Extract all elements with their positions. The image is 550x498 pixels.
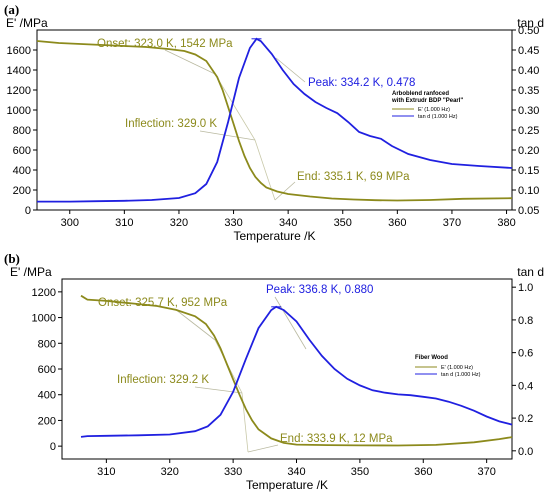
x-tick-label: 300 <box>61 217 79 229</box>
y-left-tick-label: 600 <box>38 364 56 376</box>
y-left-tick-label: 1400 <box>7 65 31 77</box>
y-left-tick-label: 800 <box>13 125 31 137</box>
chart-svg-b: (b)E' /MPa tan d Temperature /K 310 320 330 34… <box>4 251 544 492</box>
y-right-tick-label: 0.6 <box>518 348 533 360</box>
y-right-tick-label: 0.15 <box>518 165 539 177</box>
y-right-tick-label: 0.05 <box>518 205 539 217</box>
annotation-leader-line <box>194 386 243 394</box>
y-right-tick-label: 0.50 <box>518 25 539 37</box>
y-right-tick-label: 0.20 <box>518 145 539 157</box>
x-tick-label: 350 <box>334 217 352 229</box>
chart-panel-a: (a) E' /MPa tan d Temperature /K 300 310 320 33… <box>4 2 544 243</box>
panel-label: (a) <box>4 2 19 17</box>
x-tick-label: 360 <box>388 217 406 229</box>
tangent-construction-line <box>214 73 276 201</box>
y-left-tick-label: 400 <box>38 390 56 402</box>
annotation-leader-line <box>274 181 296 201</box>
y-right-tick-label: 0.0 <box>518 446 533 458</box>
chart-panel-b: (b) E' /MPa tan d Temperature /K 310 320 330 34… <box>0 249 550 498</box>
annotation-leader-line <box>274 296 307 350</box>
x-tick-label: 310 <box>115 217 133 229</box>
y-left-tick-label: 1000 <box>7 105 31 117</box>
y-left-axis-title: E' /MPa <box>6 16 48 30</box>
x-tick-label: 340 <box>287 466 305 478</box>
y-right-axis-title: tan d <box>517 16 544 30</box>
y-left-tick-label: 0 <box>25 205 31 217</box>
annotation-label: Onset: 323.0 K, 1542 MPa <box>97 38 233 50</box>
chart-svg-a: (a)E' /MPa tan d Temperature /K 300 310 320 33… <box>4 2 544 243</box>
x-tick-label: 340 <box>279 217 297 229</box>
x-tick-label: 360 <box>414 466 432 478</box>
legend-title: Fiber Wood <box>415 355 448 361</box>
annotation-leader-line <box>174 308 216 341</box>
y-left-axis-title: E' /MPa <box>10 265 52 279</box>
annotation-leader-line <box>199 130 256 141</box>
y-left-tick-label: 0 <box>50 441 56 453</box>
y-left-tick-label: 600 <box>13 145 31 157</box>
tan-delta-line <box>37 37 513 203</box>
y-right-tick-label: 0.8 <box>518 315 533 327</box>
y-right-tick-label: 0.40 <box>518 65 539 77</box>
x-tick-label: 370 <box>443 217 461 229</box>
annotation-leader-line <box>275 57 306 83</box>
annotation-label: Inflection: 329.2 K <box>117 374 209 386</box>
legend-entry: E' (1.000 Hz) <box>418 107 450 113</box>
x-tick-label: 380 <box>497 217 515 229</box>
x-axis-title: Temperature /K <box>233 229 315 243</box>
y-left-tick-label: 1200 <box>32 287 56 299</box>
legend-title: Arboblend ranfoced <box>392 91 449 97</box>
annotation-label: End: 333.9 K, 12 MPa <box>280 433 393 445</box>
annotation-label: Peak: 334.2 K, 0.478 <box>308 77 415 89</box>
x-tick-label: 320 <box>170 217 188 229</box>
x-tick-label: 370 <box>477 466 495 478</box>
panel-label: (b) <box>4 251 20 266</box>
y-right-tick-label: 0.30 <box>518 105 539 117</box>
annotation-leader-line <box>164 49 216 75</box>
y-left-tick-label: 1000 <box>32 313 56 325</box>
legend-entry: E' (1.000 Hz) <box>441 365 473 371</box>
tan-delta-line <box>80 305 513 438</box>
x-tick-label: 310 <box>97 466 115 478</box>
y-right-tick-label: 0.10 <box>518 185 539 197</box>
x-axis-title: Temperature /K <box>246 478 328 492</box>
y-left-tick-label: 400 <box>13 165 31 177</box>
x-tick-label: 330 <box>224 217 242 229</box>
x-tick-label: 320 <box>161 466 179 478</box>
y-right-axis-title: tan d <box>517 265 544 279</box>
y-right-tick-label: 0.2 <box>518 413 533 425</box>
storage-modulus-line <box>80 294 513 447</box>
storage-modulus-line <box>36 40 513 202</box>
x-tick-label: 330 <box>224 466 242 478</box>
y-right-tick-label: 0.4 <box>518 380 533 392</box>
y-left-tick-label: 800 <box>38 338 56 350</box>
annotation-label: Onset: 325.7 K, 952 MPa <box>98 297 228 309</box>
y-left-tick-label: 200 <box>13 185 31 197</box>
y-left-tick-label: 200 <box>38 415 56 427</box>
y-right-tick-label: 0.35 <box>518 85 539 97</box>
legend-entry: tan d (1.000 Hz) <box>441 372 481 378</box>
legend-title-line2: with Extrudr BDP "Pearl" <box>391 98 463 104</box>
annotation-label: End: 335.1 K, 69 MPa <box>297 171 410 183</box>
x-tick-label: 350 <box>351 466 369 478</box>
y-left-tick-label: 1600 <box>7 45 31 57</box>
y-right-tick-label: 0.45 <box>518 45 539 57</box>
legend-entry: tan d (1.000 Hz) <box>418 114 458 120</box>
y-right-tick-label: 0.25 <box>518 125 539 137</box>
y-right-tick-label: 1.0 <box>518 282 533 294</box>
plot-frame <box>36 29 513 211</box>
y-left-tick-label: 1200 <box>7 85 31 97</box>
annotation-leader-line <box>247 444 279 453</box>
annotation-label: Peak: 336.8 K, 0.880 <box>266 284 373 296</box>
annotation-label: Inflection: 329.0 K <box>125 118 217 130</box>
